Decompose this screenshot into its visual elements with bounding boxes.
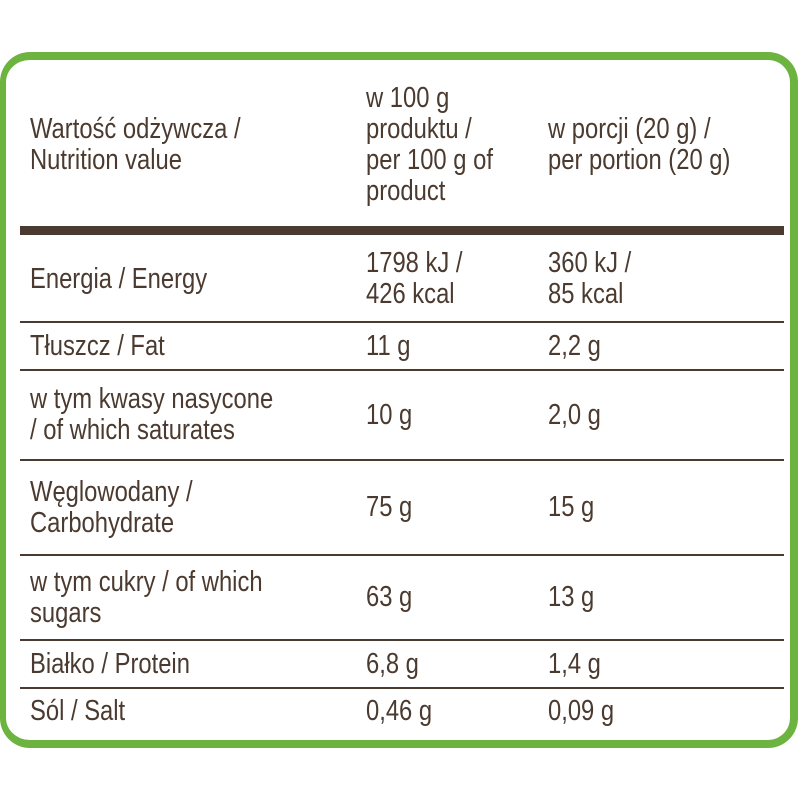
cell-text: 11 g: [366, 329, 411, 362]
table-row: w tym kwasy nasycone / of which saturates…: [20, 370, 784, 460]
cell-text: w tym kwasy nasycone: [30, 383, 274, 415]
cell: w 100 g produktu / per 100 g of product: [366, 64, 521, 226]
cell-text: 2,2 g: [548, 329, 601, 362]
cell: Energia / Energy: [30, 236, 246, 322]
cell-text: Węglowodany /: [30, 475, 193, 508]
cell-text: 360 kJ /: [548, 247, 632, 279]
cell-text: Energia / Energy: [30, 262, 208, 295]
cell-text: Białko / Protein: [30, 647, 190, 680]
cell-text: per 100 g of: [366, 144, 493, 176]
cell-text: 10 g: [366, 398, 413, 431]
cell: 360 kJ /85 kcal: [548, 236, 650, 322]
cell-text: sugars: [30, 596, 102, 629]
table-row: Tłuszcz / Fat 11 g 2,2 g: [20, 322, 784, 370]
cell-text: 426 kcal: [366, 278, 455, 310]
cell: w tym kwasy nasycone / of which saturates: [30, 370, 327, 460]
cell-text: 0,46 g: [366, 695, 433, 727]
cell: 11 g: [366, 322, 420, 370]
row-divider: [20, 369, 784, 371]
cell-text: 0,09 g: [548, 695, 615, 727]
cell: 1,4 g: [548, 640, 613, 688]
cell-text: 2,0 g: [548, 398, 601, 431]
row-divider: [20, 554, 784, 556]
cell: 0,09 g: [548, 688, 629, 735]
cell: 2,2 g: [548, 322, 613, 370]
cell: 63 g: [366, 555, 422, 640]
cell-text: 1798 kJ /: [366, 247, 463, 279]
cell: 15 g: [548, 460, 604, 555]
cell: 10 g: [366, 370, 422, 460]
cell-text: w 100 g: [366, 82, 450, 114]
cell-text: 1,4 g: [548, 647, 601, 680]
cell-text: w porcji (20 g) /: [548, 113, 711, 145]
cell-text: per portion (20 g): [548, 144, 731, 176]
cell-text: 6,8 g: [366, 647, 419, 680]
cell: 2,0 g: [548, 370, 613, 460]
cell-text: 15 g: [548, 491, 595, 523]
cell-text: / of which saturates: [30, 414, 235, 446]
nutrition-table: Wartość odżywcza / Nutrition value w 100 g…: [0, 52, 798, 748]
table-row: Białko / Protein 6,8 g 1,4 g: [20, 640, 784, 688]
row-divider: [20, 459, 784, 461]
header-row: Wartość odżywcza / Nutrition value w 100 g…: [20, 64, 784, 226]
row-divider: [20, 687, 784, 689]
table-row: Sól / Salt 0,46 g 0,09 g: [20, 688, 784, 735]
cell-text: Nutrition value: [30, 144, 183, 176]
cell-text: 63 g: [366, 581, 413, 613]
table-row: Węglowodany / Carbohydrate 75 g 15 g: [20, 460, 784, 555]
cell-text: Tłuszcz / Fat: [30, 329, 165, 362]
cell-text: Sól / Salt: [30, 695, 126, 727]
cell-text: 85 kcal: [548, 278, 624, 310]
table-row: Energia / Energy 1798 kJ /426 kcal 360 kJ …: [20, 236, 784, 322]
cell: Sól / Salt: [30, 688, 146, 735]
row-divider: [20, 639, 784, 641]
cell: 1798 kJ /426 kcal: [366, 236, 484, 322]
cell: 0,46 g: [366, 688, 447, 735]
cell-text: produktu /: [366, 113, 472, 145]
cell: Wartość odżywcza / Nutrition value: [30, 64, 287, 226]
cell: 6,8 g: [366, 640, 431, 688]
cell-text: 13 g: [548, 581, 595, 613]
cell-text: 75 g: [366, 491, 413, 523]
cell: 13 g: [548, 555, 604, 640]
cell: Węglowodany / Carbohydrate: [30, 460, 228, 555]
cell-text: w tym cukry / of which: [30, 565, 263, 598]
cell: 75 g: [366, 460, 422, 555]
cell: w tym cukry / of which sugars: [30, 555, 314, 640]
cell: Tłuszcz / Fat: [30, 322, 194, 370]
cell: w porcji (20 g) / per portion (20 g): [548, 64, 770, 226]
header-divider: [20, 226, 784, 235]
row-divider: [20, 321, 784, 323]
cell-text: Wartość odżywcza /: [30, 113, 241, 145]
cell-text: product: [366, 175, 446, 207]
cell: Białko / Protein: [30, 640, 225, 688]
cell-text: Carbohydrate: [30, 506, 175, 539]
table-row: w tym cukry / of which sugars 63 g 13 g: [20, 555, 784, 640]
